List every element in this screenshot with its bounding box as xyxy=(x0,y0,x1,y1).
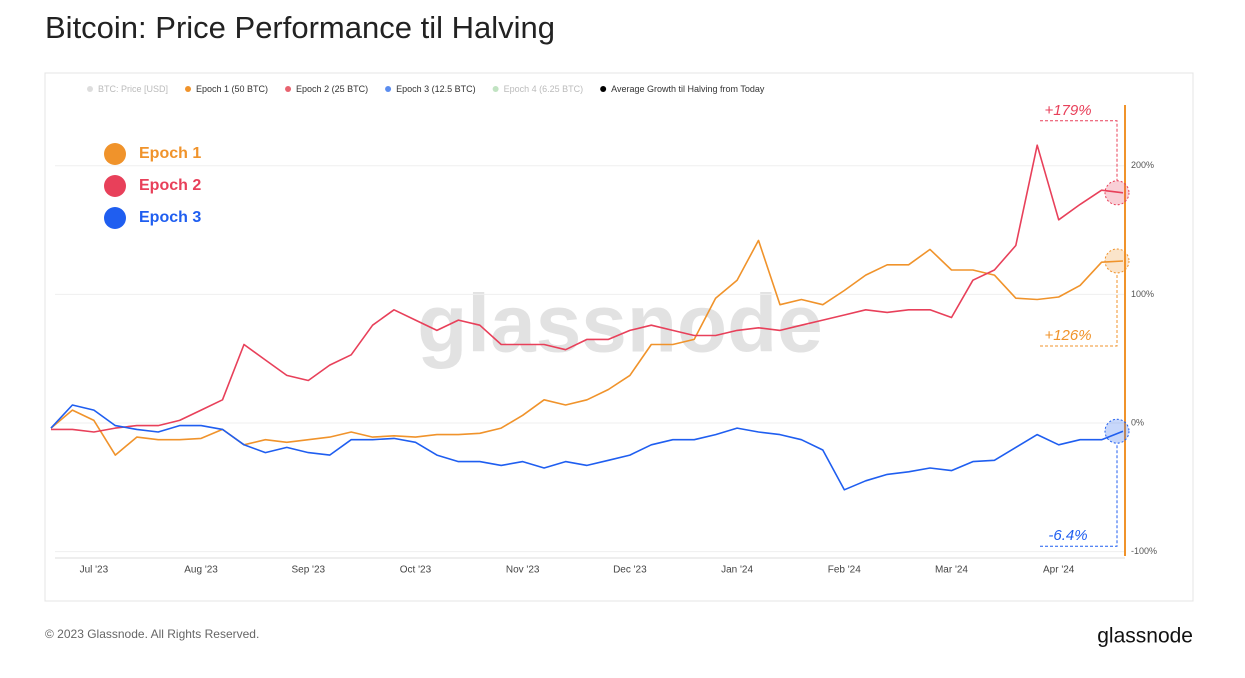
y-tick-label: 0% xyxy=(1131,417,1144,427)
end-marker xyxy=(1104,180,1130,206)
end-label: -6.4% xyxy=(1048,527,1087,544)
x-tick-label: Jul '23 xyxy=(80,565,109,576)
series-legend-label: Epoch 3 xyxy=(139,209,201,226)
x-tick-label: Sep '23 xyxy=(291,565,325,576)
legend-label: Epoch 4 (6.25 BTC) xyxy=(504,84,584,94)
end-marker xyxy=(1104,248,1130,274)
x-tick-label: Nov '23 xyxy=(506,565,540,576)
series-line xyxy=(51,144,1124,433)
x-tick-label: Feb '24 xyxy=(828,565,861,576)
chart-card xyxy=(44,72,1194,602)
annotation-leader xyxy=(1040,120,1118,181)
series-legend-label: Epoch 2 xyxy=(139,177,201,194)
legend-label: Epoch 2 (25 BTC) xyxy=(296,84,368,94)
end-marker xyxy=(1104,418,1130,444)
legend-dot xyxy=(285,86,292,92)
x-tick-label: Mar '24 xyxy=(935,565,968,576)
legend-dot xyxy=(600,86,607,92)
series-legend-dot xyxy=(104,143,126,165)
series-legend-dot xyxy=(104,175,126,197)
series-line xyxy=(50,404,1124,491)
legend-label: Average Growth til Halving from Today xyxy=(611,84,765,94)
legend-label: BTC: Price [USD] xyxy=(98,84,168,94)
x-tick-label: Apr '24 xyxy=(1043,565,1075,576)
watermark: glassnode xyxy=(417,279,823,370)
series-legend-dot xyxy=(104,207,126,229)
legend-label: Epoch 1 (50 BTC) xyxy=(196,84,268,94)
brand-logo: glassnode xyxy=(1097,625,1193,648)
x-tick-label: Jan '24 xyxy=(721,565,753,576)
x-tick-label: Aug '23 xyxy=(184,565,218,576)
footer: © 2023 Glassnode. All Rights Reserved. xyxy=(45,627,259,641)
chart-title: Bitcoin: Price Performance til Halving xyxy=(45,10,555,45)
legend-dot xyxy=(185,86,192,92)
x-tick-label: Dec '23 xyxy=(613,565,647,576)
y-tick-label: -100% xyxy=(1131,546,1157,556)
legend-dot xyxy=(385,86,392,92)
y-tick-label: 100% xyxy=(1131,289,1154,299)
x-tick-label: Oct '23 xyxy=(400,565,432,576)
legend-label: Epoch 3 (12.5 BTC) xyxy=(396,84,476,94)
series-legend-label: Epoch 1 xyxy=(139,145,201,162)
annotation-leader xyxy=(1040,272,1118,347)
end-label: +126% xyxy=(1044,327,1091,344)
y-tick-label: 200% xyxy=(1131,160,1154,170)
end-label: +179% xyxy=(1044,102,1091,119)
annotation-leader xyxy=(1040,443,1118,547)
legend-dot xyxy=(87,86,93,92)
legend-dot xyxy=(492,86,499,92)
